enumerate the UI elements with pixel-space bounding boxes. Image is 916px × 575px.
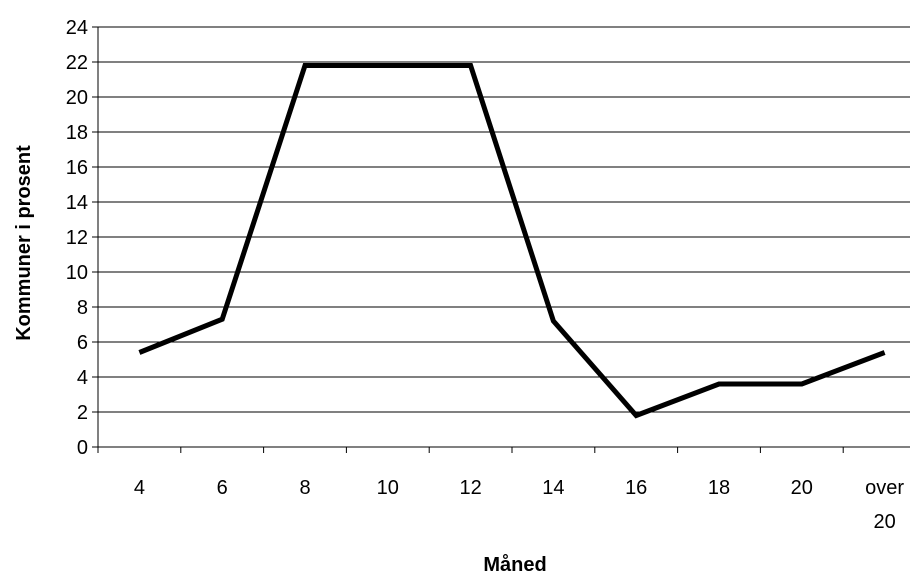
x-tick-label: 20 bbox=[791, 477, 813, 499]
y-tick-label: 0 bbox=[77, 437, 88, 459]
y-tick-label: 16 bbox=[66, 157, 88, 179]
x-tick-label: over 20 bbox=[865, 477, 904, 533]
x-tick-label: 4 bbox=[134, 477, 145, 499]
y-tick-label: 18 bbox=[66, 122, 88, 144]
y-tick-label: 22 bbox=[66, 52, 88, 74]
y-tick-label: 4 bbox=[77, 367, 88, 389]
y-tick-label: 10 bbox=[66, 262, 88, 284]
x-tick-labels: 4 6 8 10 12 14 16 18 20 over 20 bbox=[134, 477, 905, 533]
x-tick-label: 10 bbox=[377, 477, 399, 499]
series bbox=[138, 63, 886, 419]
gridlines bbox=[98, 26, 910, 413]
y-tick-label: 8 bbox=[77, 297, 88, 319]
x-tick-label: 6 bbox=[217, 477, 228, 499]
series-line bbox=[138, 63, 886, 419]
x-tick-label: 8 bbox=[299, 477, 310, 499]
x-axis-title: Måned bbox=[483, 553, 546, 575]
y-tick-label: 24 bbox=[66, 17, 88, 39]
y-tick-label: 14 bbox=[66, 192, 88, 214]
x-tick-label: 16 bbox=[625, 477, 647, 499]
x-tick-label-line: over bbox=[865, 477, 904, 499]
x-tick-label-line: 20 bbox=[873, 511, 895, 533]
y-axis-title: Kommuner i prosent bbox=[13, 145, 35, 341]
y-tick-label: 6 bbox=[77, 332, 88, 354]
y-tick-label: 20 bbox=[66, 87, 88, 109]
axes bbox=[92, 26, 910, 453]
x-tick-label: 18 bbox=[708, 477, 730, 499]
y-tick-label: 12 bbox=[66, 227, 88, 249]
x-tick-label: 12 bbox=[459, 477, 481, 499]
y-tick-label: 2 bbox=[77, 402, 88, 424]
x-tick-label: 14 bbox=[542, 477, 564, 499]
